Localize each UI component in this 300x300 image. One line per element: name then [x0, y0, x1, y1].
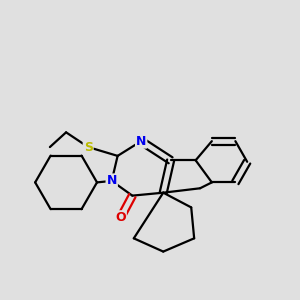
Text: N: N: [136, 135, 146, 148]
Text: N: N: [106, 174, 117, 188]
Text: O: O: [115, 211, 126, 224]
Text: S: S: [84, 141, 93, 154]
